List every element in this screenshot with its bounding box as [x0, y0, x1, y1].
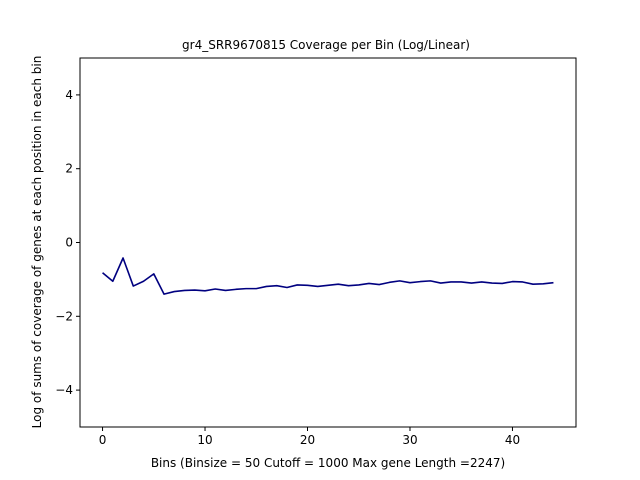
y-tick-label: −2: [55, 309, 73, 323]
x-tick-label: 40: [505, 433, 520, 447]
x-tick-label: 0: [99, 433, 107, 447]
x-axis-label: Bins (Binsize = 50 Cutoff = 1000 Max gen…: [151, 456, 505, 470]
x-tick-label: 30: [402, 433, 417, 447]
y-axis: −4 −2 0 2 4: [55, 88, 80, 397]
y-tick-label: 0: [65, 236, 73, 250]
series-line: [102, 257, 554, 295]
series-layer: [102, 257, 554, 295]
plot-area-frame: [79, 57, 577, 428]
x-tick-label: 10: [197, 433, 212, 447]
y-tick-label: 2: [65, 162, 73, 176]
y-tick-label: −4: [55, 383, 73, 397]
chart-title: gr4_SRR9670815 Coverage per Bin (Log/Lin…: [182, 38, 470, 52]
y-tick-label: 4: [65, 88, 73, 102]
y-axis-label: Log of sums of coverage of genes at each…: [30, 56, 44, 429]
x-axis: 0 10 20 30 40: [99, 427, 520, 447]
x-tick-label: 20: [300, 433, 315, 447]
